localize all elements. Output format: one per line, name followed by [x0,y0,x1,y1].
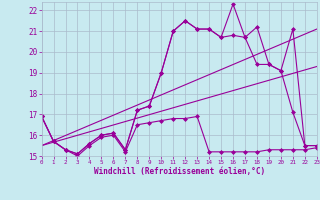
X-axis label: Windchill (Refroidissement éolien,°C): Windchill (Refroidissement éolien,°C) [94,167,265,176]
